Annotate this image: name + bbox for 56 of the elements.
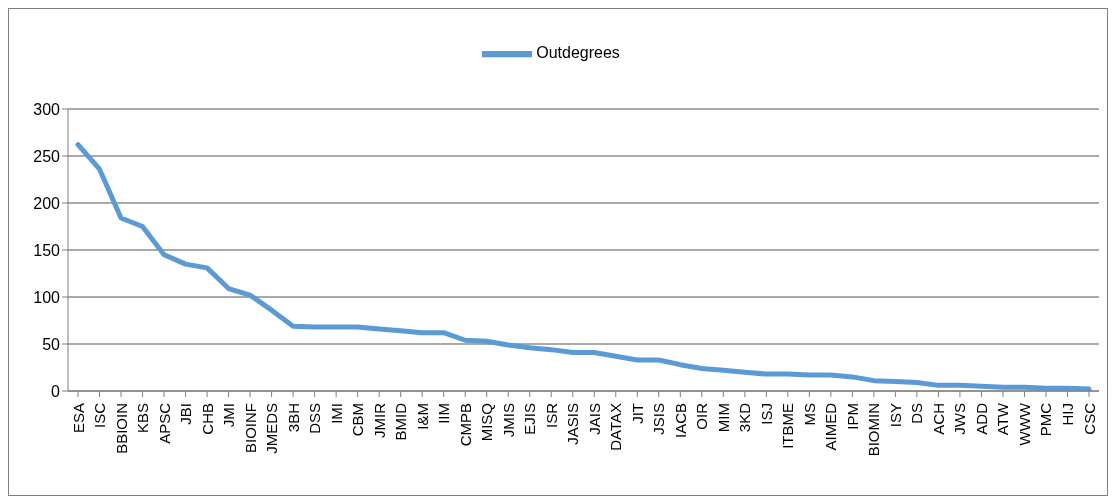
x-tick-label: EJIS	[521, 403, 539, 435]
x-tick-label: KBS	[134, 403, 152, 434]
x-tick-label: IMI	[327, 403, 345, 424]
x-tick-label: MS	[800, 403, 818, 426]
x-tick-label: JASIS	[564, 403, 582, 445]
x-tick-label: BMID	[392, 402, 410, 441]
x-tick-label: ISC	[91, 402, 109, 429]
x-tick-label: I&M	[413, 403, 431, 430]
y-tick-label: 0	[51, 382, 61, 400]
x-tick-label: BIOMIN	[865, 403, 883, 457]
x-tick-label: ITBME	[779, 403, 797, 449]
x-tick-label: JWS	[951, 403, 969, 435]
x-tick-label: MISQ	[478, 403, 496, 442]
x-tick-label: IIM	[435, 403, 453, 424]
x-tick-label: ESA	[69, 403, 87, 434]
x-tick-label: JMEDS	[263, 403, 281, 454]
x-tick-label: CSC	[1080, 402, 1098, 435]
x-tick-label: CHB	[198, 403, 216, 435]
y-tick-label: 250	[33, 147, 61, 165]
x-tick-label: JSIS	[650, 403, 668, 435]
y-tick-label: 200	[33, 194, 61, 212]
x-tick-label: PMC	[1037, 402, 1055, 437]
x-tick-label: JAIS	[585, 403, 603, 435]
x-tick-label: BIOINF	[241, 403, 259, 454]
x-tick-label: 3BH	[284, 403, 302, 433]
x-tick-label: WWW	[1015, 402, 1033, 446]
x-tick-label: 3KD	[736, 402, 754, 433]
legend-label: Outdegrees	[536, 44, 620, 62]
x-tick-label: HIJ	[1058, 403, 1076, 426]
y-tick-label: 50	[42, 335, 61, 353]
x-tick-label: IPM	[843, 403, 861, 430]
x-tick-label: IACB	[671, 403, 689, 439]
x-tick-label: BBIOIN	[112, 403, 130, 454]
x-tick-label: ACH	[929, 403, 947, 435]
x-tick-label: JMI	[220, 403, 238, 428]
x-tick-label: ATW	[994, 402, 1012, 436]
x-tick-label: OIR	[693, 402, 711, 430]
x-tick-label: CBM	[349, 403, 367, 437]
x-tick-label: ISY	[886, 403, 904, 428]
x-tick-label: JMIS	[499, 403, 517, 438]
x-tick-label: ADD	[972, 402, 990, 435]
y-tick-label: 300	[33, 100, 61, 118]
y-tick-label: 150	[33, 241, 61, 259]
x-tick-label: JIT	[628, 403, 646, 424]
x-tick-label: JBI	[177, 403, 195, 425]
x-tick-label: ISR	[542, 402, 560, 429]
x-tick-label: ISJ	[757, 403, 775, 425]
x-tick-label: APSC	[155, 402, 173, 444]
x-tick-label: DSS	[306, 403, 324, 434]
x-tick-label: MIM	[714, 403, 732, 433]
x-tick-label: JMIR	[370, 402, 388, 438]
x-tick-label: AIMED	[822, 402, 840, 451]
x-tick-label: DS	[908, 403, 926, 424]
x-tick-label: CMPB	[456, 403, 474, 447]
x-tick-label: DATAX	[607, 403, 625, 451]
y-tick-label: 100	[33, 288, 61, 306]
